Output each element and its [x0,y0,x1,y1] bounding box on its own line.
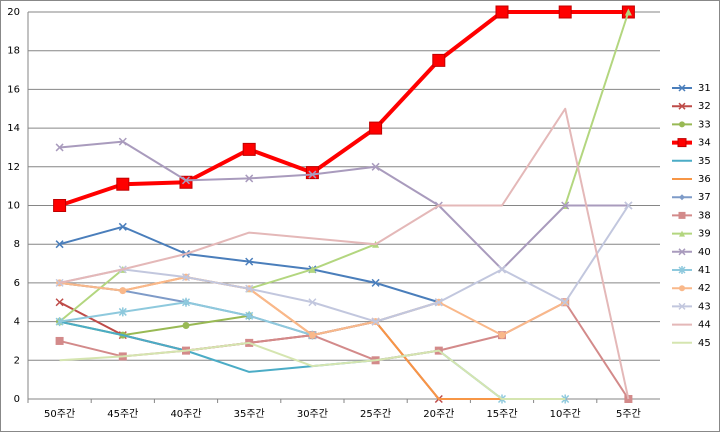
marker [308,170,317,179]
marker [624,8,632,16]
legend-label: 44 [698,320,711,331]
marker [679,285,685,292]
marker [624,201,633,210]
marker [55,317,64,327]
marker [118,222,127,231]
marker [245,257,254,266]
series-line [59,107,630,400]
y-tick-label: 6 [14,278,20,289]
marker [55,298,64,307]
marker [495,5,509,19]
legend-label: 34 [698,138,711,149]
marker [678,302,686,310]
legend-label: 41 [698,265,711,276]
marker [53,199,67,212]
legend-label: 36 [698,174,711,185]
legend-label: 38 [698,210,711,221]
marker [245,284,254,293]
y-tick-label: 18 [7,46,20,57]
marker [558,5,572,19]
y-tick-label: 12 [7,162,20,173]
legend-label: 40 [698,247,711,258]
marker [116,177,130,191]
marker [678,248,686,256]
y-tick-label: 14 [7,123,20,134]
marker [561,298,570,307]
marker [371,317,380,326]
marker [118,307,127,317]
x-tick-label: 15주간 [486,408,517,420]
y-tick-label: 16 [7,84,20,95]
marker [308,265,316,273]
legend-label: 42 [698,283,711,294]
marker [677,138,687,148]
marker [305,166,319,180]
marker [678,266,686,274]
marker [55,143,64,152]
marker [497,265,507,274]
marker [369,121,383,135]
legend-label: 39 [698,229,711,240]
marker [242,142,256,156]
marker [498,331,506,339]
marker [245,311,254,321]
y-tick-label: 4 [14,317,20,328]
x-tick-label: 20주간 [423,408,454,420]
x-tick-label: 40주간 [170,408,201,420]
marker [678,84,686,92]
y-tick-label: 10 [7,201,20,212]
marker [371,162,380,171]
legend-label: 33 [698,119,711,130]
x-tick-label: 5주간 [616,408,641,420]
marker [561,201,570,210]
marker [434,298,443,307]
series [59,341,566,400]
marker [308,331,316,339]
marker [182,321,190,329]
series [59,107,630,400]
legend-label: 31 [698,83,711,94]
x-tick-label: 50주간 [44,408,75,420]
x-tick-label: 25주간 [360,408,391,420]
legend-label: 45 [698,338,711,349]
marker [181,273,191,282]
series-line [59,204,630,323]
marker [55,336,64,345]
marker [118,137,127,146]
marker [679,194,685,201]
marker [371,278,380,287]
marker [245,174,254,183]
legend-label: 43 [698,301,711,312]
x-tick-label: 30주간 [297,408,328,420]
marker [679,121,685,128]
marker [181,176,191,185]
legend-label: 35 [698,156,711,167]
marker [678,102,686,110]
y-tick-label: 2 [14,355,20,366]
marker [679,230,685,237]
x-tick-label: 45주간 [107,408,138,420]
marker [55,240,64,249]
series-line [59,140,629,271]
series [56,8,632,326]
marker [181,297,191,307]
series-line [59,341,566,400]
y-tick-label: 8 [14,239,20,250]
y-tick-label: 0 [14,394,20,405]
series-line [58,10,629,208]
marker [678,211,686,219]
legend-label: 32 [698,101,711,112]
marker [432,53,446,67]
marker [119,287,127,295]
y-tick-label: 20 [7,7,20,18]
legend-label: 37 [698,192,711,203]
x-tick-label: 10주간 [550,408,581,420]
marker [308,298,317,307]
x-tick-label: 35주간 [234,408,265,420]
